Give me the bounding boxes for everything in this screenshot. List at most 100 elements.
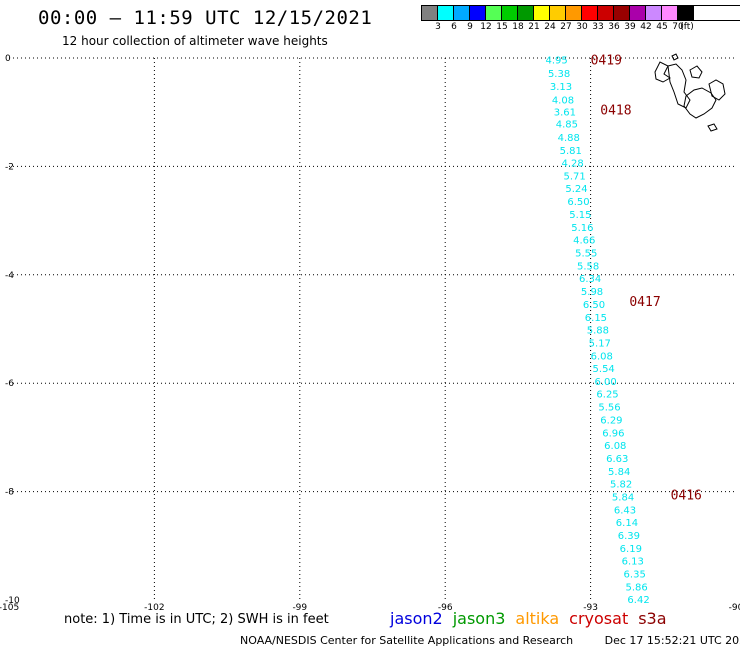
track-time-labels: 0419 0418 0417 0416 — [591, 54, 702, 504]
swh-value: 6.19 — [620, 544, 642, 555]
legend-label: 12 — [480, 22, 492, 32]
legend-swatch — [550, 6, 566, 20]
swh-value: 5.84 — [608, 467, 630, 478]
satellite-jason3: jason3 — [452, 609, 506, 628]
swh-value: 6.63 — [606, 454, 628, 465]
swh-value: 6.25 — [596, 389, 618, 400]
island-santiago — [689, 65, 703, 79]
swh-value: 5.38 — [548, 69, 570, 80]
legend-swatch — [582, 6, 598, 20]
swh-value: 4.85 — [556, 120, 578, 131]
swh-value: 6.14 — [616, 518, 638, 529]
legend-swatch — [502, 6, 518, 20]
swh-value: 5.17 — [589, 339, 611, 350]
swh-value: 5.54 — [593, 364, 615, 375]
swh-value: 4.28 — [562, 159, 584, 170]
legend-swatch — [470, 6, 486, 20]
swh-value: 3.13 — [550, 82, 572, 93]
legend-unit: (ft) — [680, 22, 694, 32]
pass-time-label: 0418 — [600, 103, 631, 118]
satellite-cryosat: cryosat — [569, 609, 629, 628]
satellite-legend: jason2 jason3 altika cryosat s3a — [390, 609, 677, 628]
lat-tick-label: -10 — [5, 596, 20, 606]
pass-time-label: 0419 — [591, 54, 622, 69]
island-marchena — [671, 53, 679, 61]
legend-label: 21 — [528, 22, 540, 32]
legend-swatch — [422, 6, 438, 20]
island-espanola — [707, 123, 718, 132]
swh-value: 5.16 — [571, 223, 593, 234]
swh-value: 6.42 — [627, 595, 649, 606]
map-subtitle: 12 hour collection of altimeter wave hei… — [62, 34, 328, 48]
swh-value: 5.15 — [569, 210, 591, 221]
altimeter-track: 4.95 5.38 3.13 4.083.614.85 4.88 5.81 4.28 5.71… — [546, 56, 650, 606]
satellite-s3a: s3a — [638, 609, 667, 628]
legend-label: 39 — [624, 22, 636, 32]
color-legend: 3 6 9 12 15 18 21 24 27 30 33 36 39 42 45 70 (ft) — [421, 5, 740, 33]
swh-value: 5.98 — [581, 287, 603, 298]
swh-value: 6.96 — [602, 429, 624, 440]
swh-value: 5.24 — [565, 184, 587, 195]
legend-swatch — [518, 6, 534, 20]
island-isabela-north — [654, 61, 671, 83]
swh-value: 5.55 — [575, 249, 597, 260]
swh-value: 6.50 — [567, 197, 589, 208]
legend-swatch — [614, 6, 630, 20]
legend-label: 27 — [560, 22, 572, 32]
swh-value: 6.08 — [604, 441, 626, 452]
legend-swatch — [438, 6, 454, 20]
legend-swatch — [630, 6, 646, 20]
lon-tick-label: -90 — [729, 603, 740, 613]
legend-label: 18 — [512, 22, 524, 32]
legend-swatch — [646, 6, 662, 20]
satellite-jason2: jason2 — [390, 609, 443, 628]
swh-value: 6.39 — [618, 531, 640, 542]
axis-labels: -105 -102 -99 -96 -93 -90 0 -2 -4 -6 -8 -10 — [0, 54, 740, 613]
swh-value: 6.13 — [622, 556, 644, 567]
galapagos-coastline — [654, 53, 726, 132]
swh-value: 3.61 — [554, 108, 576, 119]
lon-tick-label: -99 — [292, 603, 307, 613]
pass-time-label: 0417 — [629, 295, 660, 310]
swh-value: 5.82 — [610, 479, 632, 490]
legend-swatch — [598, 6, 614, 20]
lat-tick-label: -2 — [5, 162, 14, 172]
satellite-altika: altika — [515, 609, 560, 628]
swh-value: 4.95 — [546, 56, 568, 67]
legend-label: 30 — [576, 22, 588, 32]
lat-tick-label: -4 — [5, 271, 14, 281]
legend-label: 33 — [592, 22, 604, 32]
legend-label: 6 — [451, 22, 457, 32]
legend-label: 3 — [435, 22, 441, 32]
swh-value: 5.58 — [577, 262, 599, 273]
legend-swatch — [678, 6, 694, 20]
swh-value: 5.84 — [612, 492, 634, 503]
swh-value: 6.29 — [600, 416, 622, 427]
legend-swatch — [534, 6, 550, 20]
legend-swatch — [566, 6, 582, 20]
lat-tick-label: -8 — [5, 488, 14, 498]
swh-value: 5.56 — [598, 403, 620, 414]
legend-label: 70 — [672, 22, 684, 32]
swh-value: 6.43 — [614, 505, 636, 516]
credit-footer: NOAA/NESDIS Center for Satellite Applica… — [240, 634, 740, 647]
swh-value: 6.50 — [583, 300, 605, 311]
lon-tick-label: -105 — [0, 603, 19, 613]
lat-tick-label: -6 — [5, 379, 14, 389]
legend-label: 24 — [544, 22, 556, 32]
credit-center: NOAA/NESDIS Center for Satellite Applica… — [240, 634, 574, 647]
legend-labels: 3 6 9 12 15 18 21 24 27 30 33 36 39 42 45 70 (ft) — [421, 21, 740, 33]
legend-label: 15 — [496, 22, 508, 32]
credit-timestamp: Dec 17 15:52:21 UTC 2021 — [604, 634, 740, 647]
lat-tick-label: 0 — [5, 54, 11, 64]
swh-value: 6.34 — [579, 274, 601, 285]
swh-value: 5.81 — [560, 146, 582, 157]
legend-swatch — [486, 6, 502, 20]
legend-swatches — [421, 5, 740, 21]
legend-swatch — [454, 6, 470, 20]
legend-label: 9 — [467, 22, 473, 32]
island-fernandina — [667, 63, 691, 109]
lon-tick-label: -102 — [144, 603, 164, 613]
swh-value: 6.35 — [624, 569, 646, 580]
map-title: 00:00 – 11:59 UTC 12/15/2021 — [38, 7, 373, 29]
